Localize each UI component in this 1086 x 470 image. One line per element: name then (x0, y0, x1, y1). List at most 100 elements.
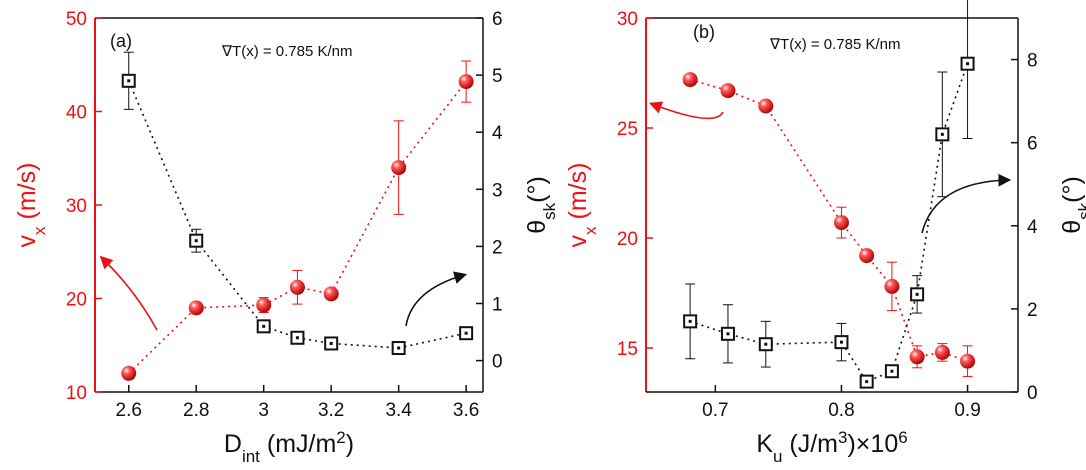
axis-label-unit: (J/m (782, 430, 838, 458)
v_x-point (188, 300, 204, 316)
v_x-point (391, 160, 407, 176)
x-tick-label: 3.4 (385, 400, 412, 421)
y-right-tick-label: 5 (492, 66, 503, 87)
theta_sk-point-center (940, 132, 944, 136)
v_x-point (859, 248, 875, 264)
x-tick-label: 2.8 (183, 400, 209, 421)
axis-label-sup: 6 (898, 428, 907, 447)
theta_sk-point-center (839, 340, 843, 344)
theta_sk-point-center (397, 346, 401, 350)
theta_sk-point-center (688, 319, 692, 323)
y-left-tick-label: 20 (617, 229, 638, 250)
v_x-point (323, 286, 339, 302)
theta_sk-point-center (329, 341, 333, 345)
y-right-tick-label: 4 (492, 123, 503, 144)
y-left-tick-label: 30 (66, 196, 87, 217)
x-tick-label: 2.6 (116, 400, 142, 421)
theta_sk-point-center (890, 369, 894, 373)
y-right-tick-label: 1 (492, 294, 503, 315)
panel-a: 2.6 2.8 3 3.2 3.4 3.6 10 20 30 40 50 0 1 2 3 4 5 6 Dint (m… (13, 9, 559, 466)
y-right-tick-label: 2 (1027, 300, 1038, 321)
v_x-point (720, 83, 736, 99)
axis-label: θsk(°) (523, 176, 559, 234)
v_x-point (256, 297, 272, 313)
axis-label-main: θ (523, 220, 551, 234)
axis-indicator-arrow (405, 271, 468, 327)
v_x-point (289, 279, 305, 295)
theta_sk-point-center (915, 292, 919, 296)
axis-label-unit: (°) (523, 176, 551, 203)
theta_sk-point-center (194, 239, 198, 243)
axis-label-sub: x (581, 226, 600, 235)
theta_sk-point-center (262, 324, 266, 328)
axis-label-main: θ (1058, 220, 1086, 234)
y-left-tick-label: 50 (66, 9, 87, 30)
y-right-tick-label: 6 (1027, 134, 1038, 155)
axis-label-sup: 2 (336, 428, 345, 447)
axis-label-sup: 3 (838, 428, 847, 447)
y-right-tick-label: 2 (492, 237, 503, 258)
v_x-point (121, 365, 137, 381)
axis-label-unit: (°) (1058, 176, 1086, 203)
y-right-tick-label: 0 (1027, 383, 1038, 404)
axis-label-sub: int (242, 447, 260, 466)
theta_sk-point-center (966, 62, 970, 66)
v_x-point (960, 353, 976, 369)
theta_sk-point-center (764, 342, 768, 346)
y-right-tick-label: 0 (492, 352, 503, 373)
y-left-tick-label: 40 (66, 103, 87, 124)
y-left-tick-label: 30 (617, 9, 638, 30)
x-tick-label: 3.2 (318, 400, 344, 421)
axis-label-sub: x (30, 226, 49, 235)
axis-label-main: v (564, 234, 592, 247)
axis-indicator-arrow (99, 255, 158, 331)
axis-label-main: D (224, 430, 242, 458)
v_x-point (833, 215, 849, 231)
gradient-annotation: ∇T(x) = 0.785 K/nm (769, 36, 901, 53)
y-left-tick-label: 15 (617, 339, 638, 360)
gradient-annotation: ∇T(x) = 0.785 K/nm (221, 43, 353, 60)
axis-indicator-arrow (649, 101, 724, 120)
y-right-tick-label: 8 (1027, 51, 1038, 72)
x-tick-label: 3.6 (453, 400, 479, 421)
y-right-tick-label: 3 (492, 180, 503, 201)
axis-label-close: ) (346, 430, 354, 458)
v_x-trend-line (128, 81, 467, 374)
axis-label-sub: u (773, 447, 782, 466)
v_x-point (884, 278, 900, 294)
axis-label-close: )×10 (847, 430, 898, 458)
axis-label-main: v (13, 234, 41, 247)
axis-label-unit: (m/s) (13, 163, 41, 227)
x-tick-label: 0.9 (954, 400, 980, 421)
y-right-tick-label: 6 (492, 9, 503, 30)
axis-indicator-arrow (921, 173, 1012, 234)
v_x-point (934, 344, 950, 360)
y-left-tick-label: 20 (66, 290, 87, 311)
theta_sk-point-center (865, 380, 869, 384)
y-left-tick-label: 25 (617, 119, 638, 140)
axis-label-unit: (mJ/m (260, 430, 336, 458)
axis-label: vx (m/s) (13, 163, 49, 248)
axis-label: θsk(°) (1058, 176, 1086, 234)
panel-label: (b) (693, 22, 715, 42)
v_x-point (458, 74, 474, 90)
theta_sk-point-center (726, 332, 730, 336)
v_x-point (758, 98, 774, 114)
x-tick-label: 0.7 (702, 400, 728, 421)
axis-label: Ku (J/m3)×106 (756, 428, 907, 466)
axis-label-unit: (m/s) (564, 163, 592, 227)
axis-label-sub: sk (540, 202, 559, 220)
y-right-tick-label: 4 (1027, 217, 1038, 238)
theta_sk-trend-line (128, 80, 467, 349)
x-tick-label: 3 (258, 400, 269, 421)
axis-label-main: K (756, 430, 773, 458)
axis-label: vx (m/s) (564, 163, 600, 248)
axis-label-sub: sk (1075, 202, 1086, 220)
v_x-point (682, 72, 698, 88)
panel-label: (a) (110, 31, 132, 51)
theta_sk-point-center (127, 79, 131, 83)
y-left-tick-label: 10 (66, 383, 87, 404)
theta_sk-point-center (295, 336, 299, 340)
